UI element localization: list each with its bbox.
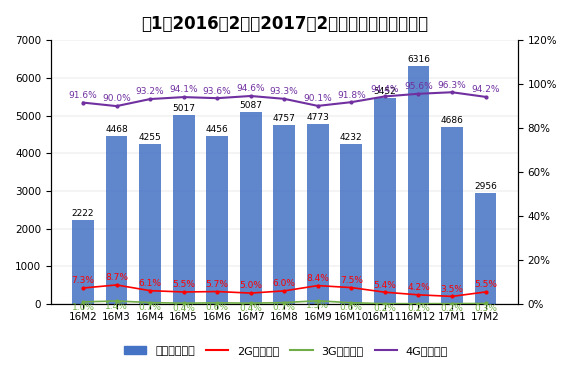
- Text: 0.6%: 0.6%: [206, 303, 229, 313]
- Text: 4773: 4773: [307, 113, 329, 122]
- Text: 94.6%: 94.6%: [236, 84, 265, 93]
- Text: 0.7%: 0.7%: [273, 303, 296, 312]
- Text: 0.4%: 0.4%: [172, 304, 195, 313]
- Text: 0.2%: 0.2%: [374, 304, 396, 313]
- Text: 5.7%: 5.7%: [206, 280, 229, 289]
- Text: 4456: 4456: [206, 125, 229, 134]
- Bar: [273, 125, 295, 304]
- Text: 95.6%: 95.6%: [404, 82, 433, 91]
- Text: 5017: 5017: [172, 104, 195, 113]
- Text: 7.3%: 7.3%: [72, 276, 94, 285]
- Text: 6.1%: 6.1%: [138, 279, 161, 288]
- Bar: [240, 112, 261, 304]
- Bar: [374, 98, 396, 304]
- Bar: [475, 193, 496, 304]
- Text: 90.1%: 90.1%: [303, 94, 332, 103]
- Text: 0.4%: 0.4%: [239, 304, 262, 313]
- Text: 94.2%: 94.2%: [471, 85, 500, 94]
- Legend: 出货量（万）, 2G手机占比, 3G手机占比, 4G手机占比: 出货量（万）, 2G手机占比, 3G手机占比, 4G手机占比: [120, 341, 452, 361]
- Text: 5087: 5087: [239, 101, 262, 110]
- Text: 0.6%: 0.6%: [340, 303, 363, 313]
- Bar: [307, 124, 329, 304]
- Text: 4255: 4255: [138, 132, 161, 142]
- Bar: [206, 136, 228, 304]
- Text: 93.6%: 93.6%: [203, 86, 232, 96]
- Text: 4686: 4686: [440, 116, 463, 125]
- Text: 96.3%: 96.3%: [438, 81, 466, 90]
- Text: 0.2%: 0.2%: [407, 304, 430, 313]
- Text: 93.3%: 93.3%: [270, 87, 299, 96]
- Bar: [340, 145, 362, 304]
- Text: 7.5%: 7.5%: [340, 276, 363, 285]
- Text: 94.4%: 94.4%: [371, 85, 399, 94]
- Text: 8.7%: 8.7%: [105, 273, 128, 282]
- Text: 4232: 4232: [340, 134, 363, 142]
- Text: 5452: 5452: [374, 87, 396, 96]
- Text: 94.1%: 94.1%: [169, 85, 198, 94]
- Text: 91.6%: 91.6%: [69, 91, 97, 100]
- Bar: [441, 127, 463, 304]
- Bar: [72, 220, 94, 304]
- Text: 5.4%: 5.4%: [374, 281, 396, 290]
- Text: 8.4%: 8.4%: [307, 274, 329, 283]
- Text: 4757: 4757: [273, 113, 296, 123]
- Text: 6316: 6316: [407, 55, 430, 64]
- Text: 90.0%: 90.0%: [102, 94, 131, 104]
- Text: 91.8%: 91.8%: [337, 90, 366, 100]
- Text: 0.3%: 0.3%: [474, 304, 497, 313]
- Text: 0.7%: 0.7%: [138, 303, 161, 312]
- Text: 2956: 2956: [474, 182, 497, 191]
- Title: 图1：2016年2月至2017年2月国内手机出货量情况: 图1：2016年2月至2017年2月国内手机出货量情况: [141, 15, 428, 33]
- Text: 2222: 2222: [72, 209, 94, 218]
- Text: 1.4%: 1.4%: [105, 302, 128, 311]
- Text: 0.2%: 0.2%: [440, 304, 463, 313]
- Text: 4468: 4468: [105, 124, 128, 134]
- Text: 6.0%: 6.0%: [273, 279, 296, 288]
- Bar: [106, 135, 128, 304]
- Bar: [139, 143, 161, 304]
- Text: 5.5%: 5.5%: [474, 280, 497, 290]
- Text: 1.0%: 1.0%: [72, 303, 94, 311]
- Text: 5.5%: 5.5%: [172, 280, 195, 290]
- Text: 3.5%: 3.5%: [440, 285, 463, 294]
- Text: 93.2%: 93.2%: [136, 87, 164, 96]
- Bar: [173, 115, 194, 304]
- Text: 1.5%: 1.5%: [306, 302, 329, 310]
- Text: 4.2%: 4.2%: [407, 283, 430, 292]
- Text: 5.0%: 5.0%: [239, 281, 262, 291]
- Bar: [407, 66, 430, 304]
